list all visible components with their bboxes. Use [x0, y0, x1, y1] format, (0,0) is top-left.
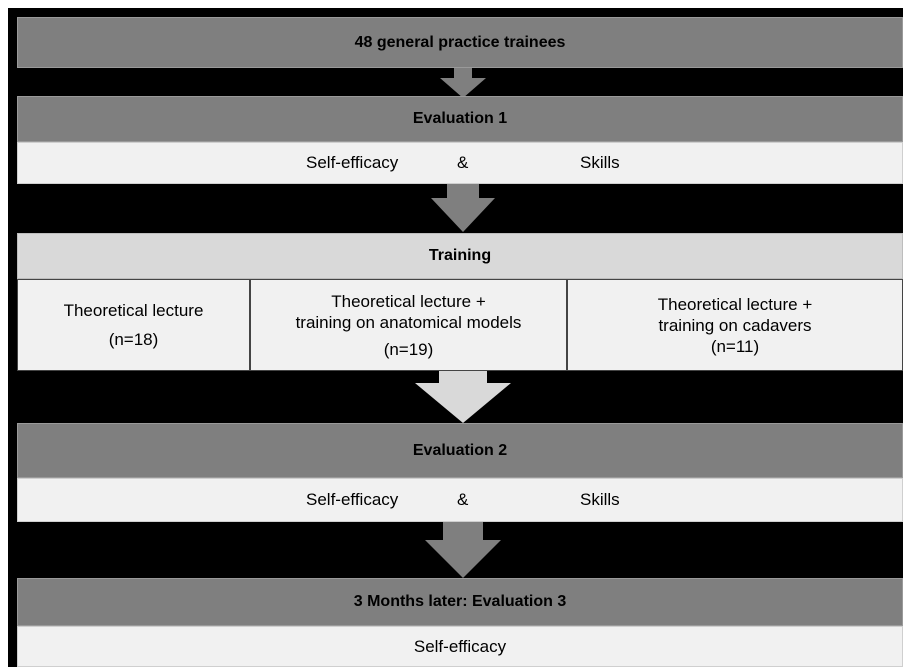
evaluation3-content: Self-efficacy [17, 626, 903, 667]
evaluation3-header: 3 Months later: Evaluation 3 [17, 578, 903, 626]
evaluation2-title: Evaluation 2 [412, 441, 508, 459]
evaluation2-header: Evaluation 2 [17, 423, 903, 478]
evaluation1-skills: Skills [580, 153, 620, 172]
participants-box: 48 general practice trainees [17, 17, 903, 68]
group3-line1: Theoretical lecture + [657, 294, 813, 314]
training-title: Training [428, 247, 492, 264]
evaluation2-ampersand: & [457, 490, 469, 509]
evaluation2-skills: Skills [580, 490, 620, 509]
training-header: Training [17, 233, 903, 279]
group1-line1: Theoretical lecture [63, 301, 204, 320]
evaluation1-title: Evaluation 1 [412, 110, 508, 127]
group2-line2: training on anatomical models [295, 312, 522, 332]
evaluation1-ampersand: & [457, 153, 469, 172]
evaluation3-title: 3 Months later: Evaluation 3 [353, 593, 567, 610]
evaluation1-header: Evaluation 1 [17, 96, 903, 142]
group2-line1: Theoretical lecture + [331, 291, 486, 311]
arrow-down-3 [415, 371, 511, 423]
evaluation1-content: Self-efficacy & Skills [17, 142, 903, 184]
group2-count: (n=19) [383, 339, 434, 359]
arrow-down-2 [431, 184, 495, 232]
training-group-1: Theoretical lecture (n=18) [17, 279, 250, 371]
arrow-down-1 [440, 68, 486, 98]
participants-label: 48 general practice trainees [354, 33, 566, 51]
group1-count: (n=18) [108, 330, 159, 349]
group3-count: (n=11) [710, 336, 760, 356]
training-group-2: Theoretical lecture + training on anatom… [250, 279, 567, 371]
training-group-3: Theoretical lecture + training on cadave… [567, 279, 903, 371]
evaluation1-self-efficacy: Self-efficacy [306, 153, 399, 172]
group3-line2: training on cadavers [658, 315, 812, 335]
evaluation2-self-efficacy: Self-efficacy [306, 490, 399, 509]
arrow-down-4 [425, 522, 501, 578]
evaluation3-self-efficacy: Self-efficacy [413, 636, 507, 656]
evaluation2-content: Self-efficacy & Skills [17, 478, 903, 522]
